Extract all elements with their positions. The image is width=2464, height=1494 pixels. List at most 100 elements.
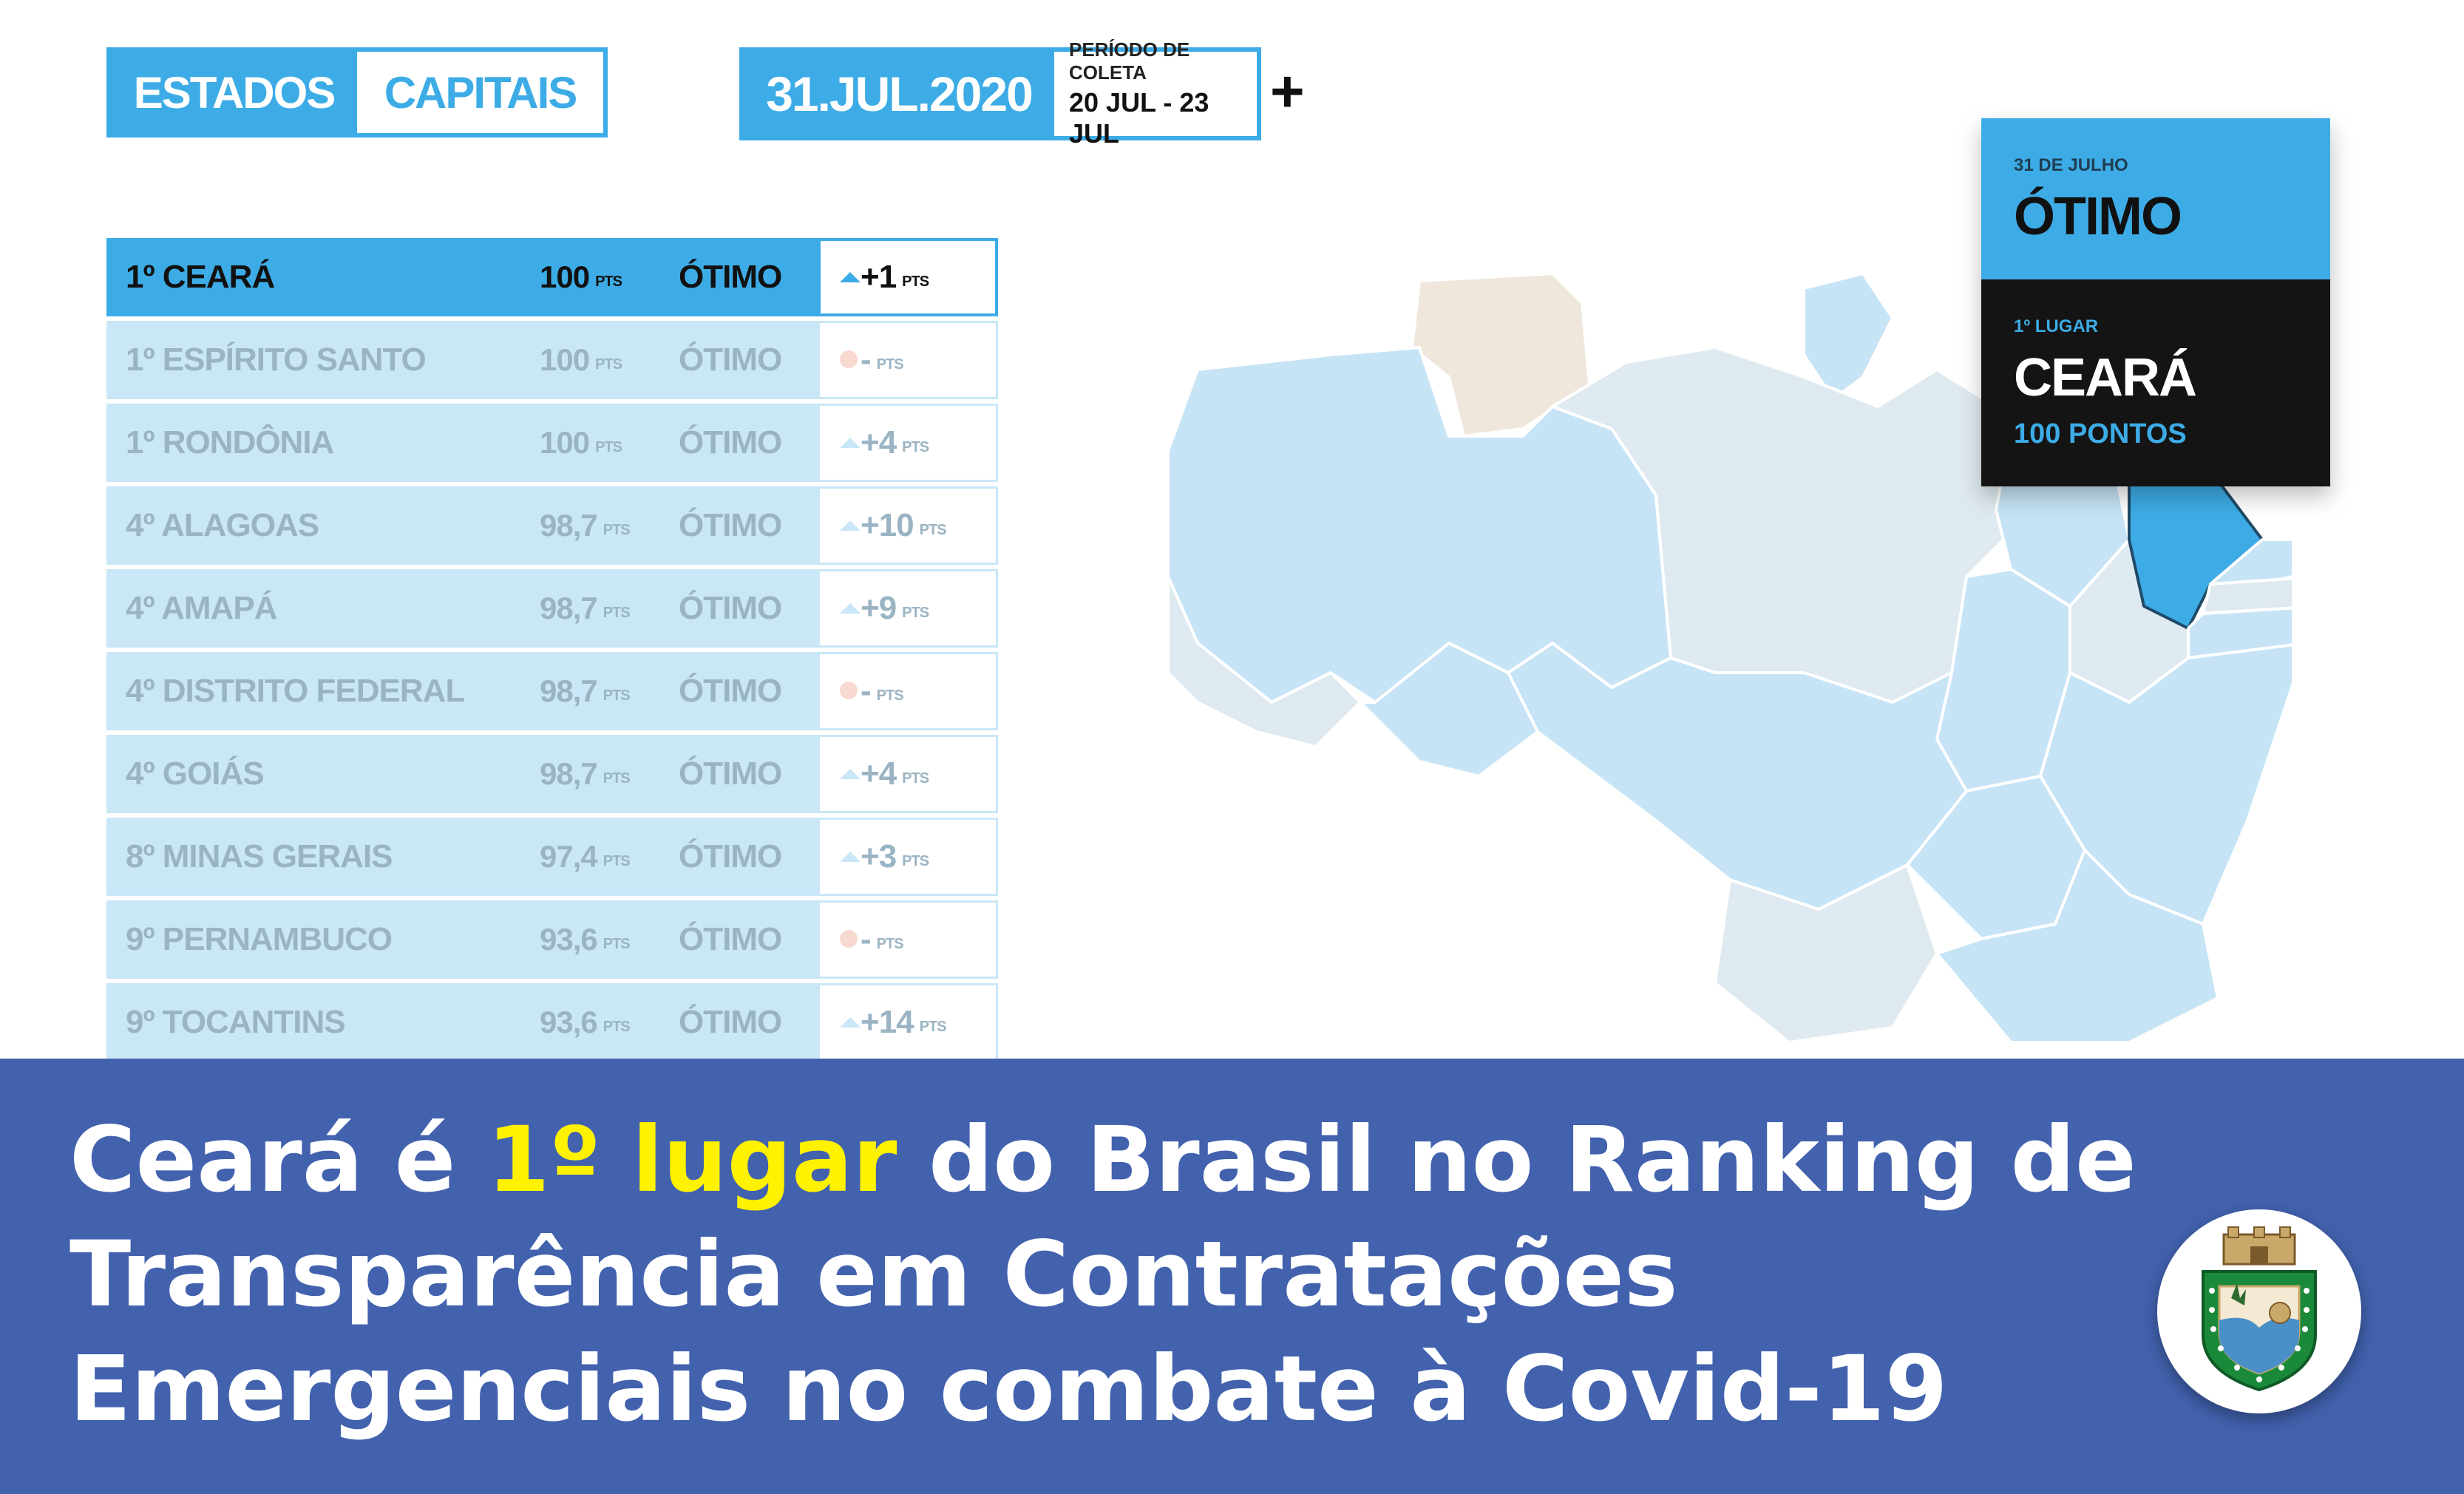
selected-date: 31.JUL.2020 [744,52,1054,136]
change-value: +4 [861,424,897,461]
ranking-row[interactable]: 4º GOIÁS 98,7 PTS ÓTIMO +4 PTS [106,735,998,813]
headline-part1: Ceará é [69,1107,487,1212]
change-box [818,652,998,730]
change-value: +3 [861,838,897,875]
callout-state: CEARÁ [2014,348,2197,407]
collection-period: PERÍODO DE COLETA 20 JUL - 23 JUL [1054,38,1257,149]
map-state-mg [1935,849,2219,1044]
state-name: 1º CEARÁ [126,259,275,295]
points-unit: PTS [603,687,631,704]
brazil-map [1167,272,2292,1044]
points-value: 93,6 [540,922,598,957]
ranking-row[interactable]: 4º DISTRITO FEDERAL 98,7 PTS ÓTIMO - PTS [106,652,998,730]
ranking-row[interactable]: 1º RONDÔNIA 100 PTS ÓTIMO +4 PTS [106,404,998,482]
state-name: 9º PERNAMBUCO [126,921,393,957]
points-unit: PTS [603,852,631,869]
change-value: - [861,673,872,709]
ranking-row[interactable]: 9º TOCANTINS 93,6 PTS ÓTIMO +14 PTS [106,983,998,1062]
points-value: 97,4 [540,839,598,874]
state-quality: ÓTIMO [679,342,782,378]
change-unit: PTS [902,770,929,787]
change-unit: PTS [876,687,904,704]
state-change: +14 PTS [861,983,947,1062]
ranking-row[interactable]: 8º MINAS GERAIS 97,4 PTS ÓTIMO +3 PTS [106,818,998,896]
map-state-mt [1507,642,1968,911]
dot-icon [840,930,858,948]
triangle-up-icon [840,272,861,282]
dot-icon [840,682,858,699]
state-points: 98,7 PTS [540,569,631,648]
map-state-rr [1411,272,1591,438]
change-value: +10 [861,507,914,543]
ranking-row[interactable]: 1º CEARÁ 100 PTS ÓTIMO +1 PTS [106,238,998,316]
callout-bottom: 1º LUGAR CEARÁ 100 PONTOS [1981,279,2330,486]
state-name: 8º MINAS GERAIS [126,838,393,875]
state-quality: ÓTIMO [679,921,782,957]
period-label: PERÍODO DE COLETA [1069,38,1190,84]
state-name: 4º AMAPÁ [126,590,277,626]
state-quality: ÓTIMO [679,424,782,461]
headline: Ceará é 1º lugar do Brasil no Ranking de… [69,1103,2139,1447]
state-quality: ÓTIMO [679,507,782,543]
state-quality: ÓTIMO [679,1004,782,1040]
change-value: - [861,921,872,957]
points-value: 98,7 [540,756,598,791]
period-value: 20 JUL - 23 JUL [1069,87,1209,149]
triangle-up-icon [840,852,861,862]
state-name: 1º RONDÔNIA [126,424,334,461]
change-value: +9 [861,590,897,626]
points-unit: PTS [595,273,622,290]
callout-quality: ÓTIMO [2014,187,2182,246]
points-unit: PTS [603,521,631,538]
change-unit: PTS [902,273,929,290]
triangle-up-icon [840,603,861,614]
ranking-row[interactable]: 4º AMAPÁ 98,7 PTS ÓTIMO +9 PTS [106,569,998,648]
change-unit: PTS [902,604,929,621]
state-change: +4 PTS [861,404,929,482]
points-value: 100 [540,259,590,294]
map-state-ce-highlighted [2128,464,2264,630]
state-change: - PTS [861,321,904,399]
map-state-ap [1802,272,1894,401]
points-unit: PTS [603,604,631,621]
state-change: +4 PTS [861,735,929,813]
points-unit: PTS [603,935,631,952]
triangle-up-icon [840,769,861,779]
ranking-row[interactable]: 9º PERNAMBUCO 93,6 PTS ÓTIMO - PTS [106,900,998,979]
state-points: 100 PTS [540,238,622,316]
map-state-pb [2202,577,2292,615]
state-quality: ÓTIMO [679,590,782,626]
dot-icon [840,350,858,368]
state-name: 1º ESPÍRITO SANTO [126,342,427,378]
change-unit: PTS [902,438,929,455]
expand-plus-icon[interactable]: + [1270,58,1305,124]
tab-estados[interactable]: ESTADOS [111,52,357,133]
ranking-row[interactable]: 1º ESPÍRITO SANTO 100 PTS ÓTIMO - PTS [106,321,998,399]
points-value: 100 [540,342,590,377]
change-unit: PTS [919,1018,947,1035]
ranking-table: 1º CEARÁ 100 PTS ÓTIMO +1 PTS 1º ESPÍRITO SANT… [106,238,998,1066]
state-name: 9º TOCANTINS [126,1004,346,1040]
state-change: +9 PTS [861,569,929,648]
change-unit: PTS [876,935,904,952]
points-unit: PTS [603,1018,631,1035]
state-quality: ÓTIMO [679,756,782,792]
change-value: +14 [861,1004,914,1040]
headline-banner: Ceará é 1º lugar do Brasil no Ranking de… [0,1059,2464,1494]
state-points: 93,6 PTS [540,900,631,979]
points-value: 98,7 [540,673,598,708]
state-name: 4º GOIÁS [126,756,265,792]
callout-points: 100 PONTOS [2014,418,2187,449]
date-selector[interactable]: 31.JUL.2020 PERÍODO DE COLETA 20 JUL - 2… [739,38,1261,149]
tab-capitais[interactable]: CAPITAIS [357,52,603,133]
state-points: 98,7 PTS [540,652,631,730]
state-points: 93,6 PTS [540,983,631,1062]
state-name: 4º ALAGOAS [126,507,319,543]
ceara-callout: 31 DE JULHO ÓTIMO 1º LUGAR CEARÁ 100 PON… [1981,118,2330,486]
map-state-ms [1714,863,1938,1044]
triangle-up-icon [840,438,861,448]
triangle-up-icon [840,520,861,531]
change-unit: PTS [902,852,929,869]
ranking-row[interactable]: 4º ALAGOAS 98,7 PTS ÓTIMO +10 PTS [106,486,998,565]
callout-place: 1º LUGAR [2014,316,2099,336]
